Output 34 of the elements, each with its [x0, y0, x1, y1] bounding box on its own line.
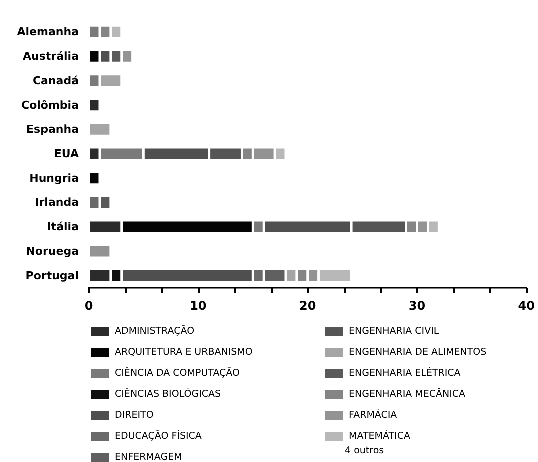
y-tick-label: EUA	[54, 148, 80, 160]
legend-label: ENGENHARIA MECÂNICA	[349, 388, 466, 400]
text: 4 outros	[345, 446, 384, 456]
y-tick-label: Itália	[47, 220, 79, 234]
legend-label: ENFERMAGEM	[115, 452, 182, 462]
bar	[89, 123, 111, 136]
legend-label: MATEMÁTICA	[349, 430, 411, 442]
legend-label: CIÊNCIAS BIOLÓGICAS	[115, 388, 222, 400]
y-tick-label: Noruega	[26, 244, 79, 258]
y-tick-label: Espanha	[26, 123, 79, 136]
y-tick-label: Canadá	[32, 74, 79, 88]
bar	[89, 98, 100, 112]
legend-label: FARMÁCIA	[349, 409, 398, 421]
legend-label: ARQUITETURA E URBANISMO	[115, 347, 253, 358]
x-tick-label: 40	[518, 299, 535, 313]
bar	[89, 244, 111, 258]
y-tick-label: Austrália	[23, 50, 79, 64]
legend-label: CIÊNCIA DA COMPUTAÇÃO	[115, 367, 240, 379]
legend-label: ADMINISTRAÇÃO	[115, 325, 195, 337]
legend-label: EDUCAÇÃO FÍSICA	[115, 430, 202, 442]
bar	[89, 172, 100, 185]
x-tick-label: 30	[408, 299, 426, 313]
y-tick-label: Hungria	[30, 172, 79, 185]
y-tick-label: Portugal	[26, 269, 79, 282]
x-tick-label: 10	[190, 299, 207, 313]
legend-label: ENGENHARIA CIVIL	[349, 326, 440, 337]
y-tick-label: Alemanha	[17, 26, 79, 39]
y-tick-label: Irlanda	[35, 196, 79, 210]
legend-label: DIREITO	[115, 410, 154, 421]
x-tick-label: 0	[84, 299, 94, 313]
y-tick-label: Colômbia	[22, 98, 79, 112]
legend-label: ENGENHARIA ELÉTRICA	[349, 367, 462, 379]
x-tick-label: 20	[299, 299, 316, 313]
legend-label: ENGENHARIA DE ALIMENTOS	[349, 347, 487, 358]
